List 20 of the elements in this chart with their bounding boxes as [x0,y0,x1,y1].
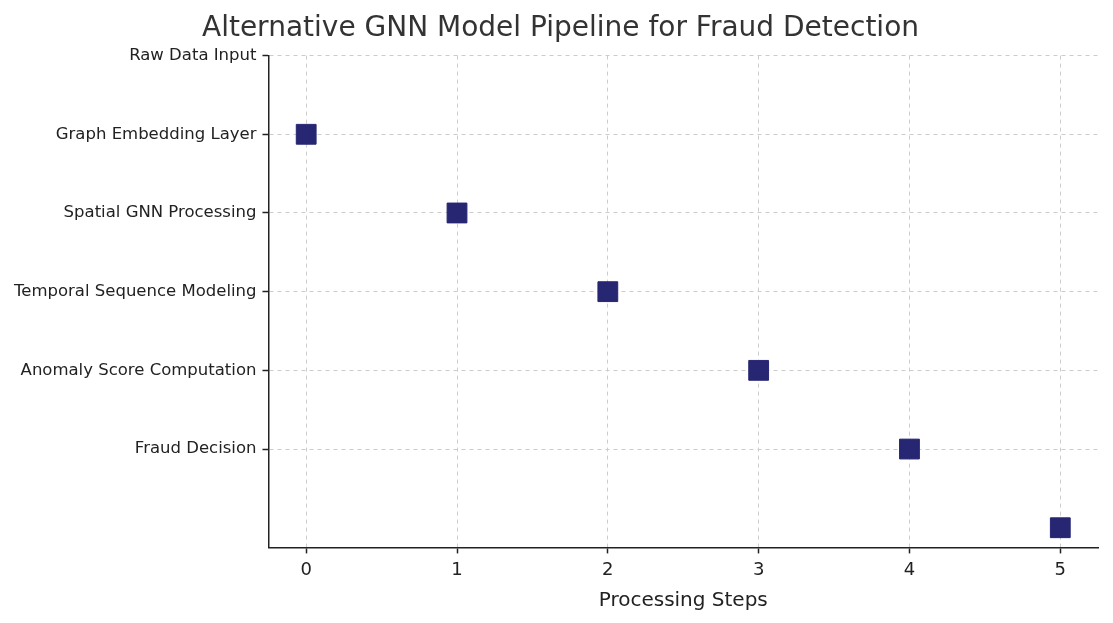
point [295,123,317,145]
point [597,281,619,303]
point [748,359,770,381]
y-tick-label: Temporal Sequence Modeling [13,280,257,300]
y-tick-label: Spatial GNN Processing [63,202,257,222]
x-tick-label: 3 [752,557,765,579]
y-tick-label: Anomaly Score Computation [20,359,257,379]
x-tick-label: 0 [300,557,312,579]
x-axis-title: Processing Steps [598,587,768,612]
x-tick-label: 4 [903,557,916,579]
x-tick-label: 1 [451,557,463,579]
y-tick-label: Raw Data Input [129,44,257,64]
y-tick-label: Graph Embedding Layer [55,123,257,143]
x-tick-label: 5 [1054,557,1067,579]
x-tick-label: 2 [602,557,614,579]
point [446,202,468,224]
y-tick-label: Fraud Decision [134,438,257,458]
chart-title: Alternative GNN Model Pipeline for Fraud Detection [201,10,920,44]
point [899,438,920,460]
point [1049,517,1071,539]
